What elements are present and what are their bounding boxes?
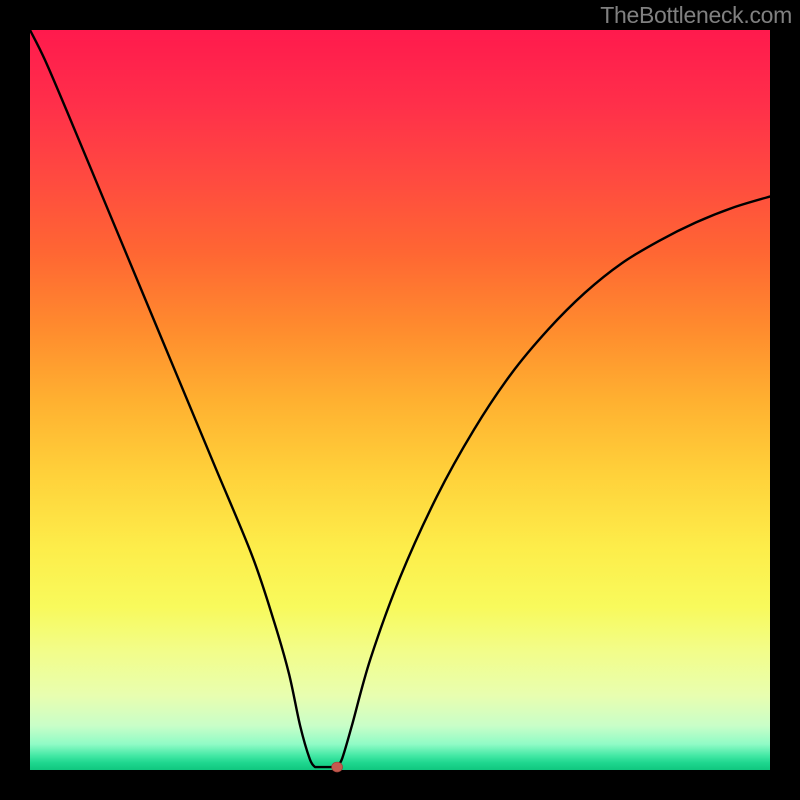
chart-container: TheBottleneck.com <box>0 0 800 800</box>
bottleneck-chart <box>0 0 800 800</box>
watermark-text: TheBottleneck.com <box>600 2 792 29</box>
optimal-point-marker <box>332 762 343 772</box>
